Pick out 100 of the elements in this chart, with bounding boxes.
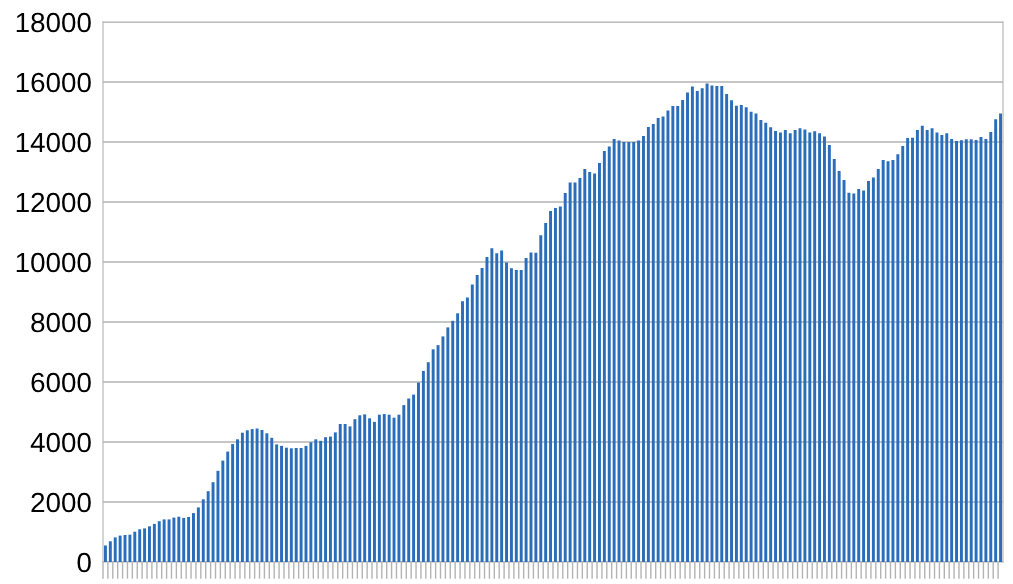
bar (906, 138, 910, 562)
bar (730, 100, 733, 562)
bar (289, 448, 293, 562)
bar (328, 436, 332, 562)
bar (143, 528, 147, 562)
bar (602, 151, 606, 562)
bar (206, 491, 210, 562)
bar (446, 327, 450, 562)
bar (769, 127, 773, 562)
y-tick-label: 10000 (16, 252, 91, 273)
y-tick-label: 8000 (31, 312, 91, 333)
bar (896, 154, 900, 562)
y-tick-label: 18000 (16, 12, 91, 33)
bar (607, 146, 611, 562)
bar (294, 448, 298, 562)
bar (862, 190, 866, 562)
bar (319, 440, 323, 562)
bar (451, 320, 455, 562)
bar (651, 124, 655, 562)
bar (133, 531, 137, 562)
bar (808, 132, 812, 562)
bar (172, 517, 176, 562)
bar (138, 529, 142, 562)
bar (426, 362, 430, 562)
bar (617, 140, 621, 562)
bar (715, 85, 719, 562)
bar (690, 86, 694, 562)
bar (201, 499, 205, 562)
bar (964, 139, 968, 562)
bar (324, 437, 328, 562)
bar (284, 447, 288, 562)
bar (456, 313, 460, 562)
bar (270, 437, 274, 562)
bar (431, 349, 435, 562)
bar (245, 430, 249, 562)
bar (955, 141, 958, 562)
bar (867, 181, 870, 562)
bar (818, 133, 822, 562)
bar (108, 541, 112, 562)
bar (959, 140, 963, 562)
bar (676, 106, 680, 562)
bar (509, 268, 513, 562)
bar (994, 119, 998, 562)
bar (475, 274, 479, 562)
bar (544, 223, 548, 562)
bar (524, 258, 528, 562)
bar (749, 111, 753, 562)
bar (558, 206, 562, 562)
y-tick-label: 6000 (31, 372, 91, 393)
bar (984, 139, 988, 562)
bar (250, 429, 254, 562)
bar (871, 177, 875, 562)
bar (974, 139, 978, 562)
bar (563, 193, 567, 562)
bar (788, 133, 792, 562)
bar (803, 129, 807, 562)
bar (940, 135, 944, 562)
bar (549, 211, 553, 562)
bar (343, 424, 347, 562)
bar (642, 136, 645, 562)
bar (852, 193, 856, 562)
bar (221, 460, 225, 562)
bar (950, 139, 954, 562)
bar (930, 128, 934, 562)
bar (231, 444, 235, 562)
bar (989, 132, 993, 562)
bar (392, 417, 396, 562)
bar (412, 394, 416, 562)
bar (397, 414, 401, 562)
y-tick-label: 0 (77, 552, 91, 573)
bar (519, 270, 523, 562)
bar (681, 100, 685, 562)
bar (534, 252, 538, 562)
bar (720, 85, 724, 562)
bar (333, 432, 337, 562)
bar (935, 132, 939, 562)
bar (539, 235, 543, 562)
bar (632, 142, 636, 562)
bar (725, 94, 729, 562)
bar (886, 161, 890, 562)
bar (377, 414, 381, 562)
bar (598, 163, 601, 562)
bar (999, 113, 1003, 562)
bar (353, 419, 357, 562)
bar (627, 142, 631, 562)
bar (382, 414, 386, 562)
bar (177, 516, 181, 562)
bar (368, 418, 372, 562)
bar (417, 382, 420, 562)
bar (196, 507, 200, 562)
bar (280, 445, 283, 562)
bar (578, 178, 582, 562)
bar (700, 88, 704, 562)
y-tick-label: 16000 (16, 72, 91, 93)
bar (299, 448, 303, 562)
bar (793, 130, 797, 562)
bar (275, 444, 279, 562)
bar (637, 140, 641, 562)
bar (265, 433, 269, 562)
bar (157, 521, 161, 562)
